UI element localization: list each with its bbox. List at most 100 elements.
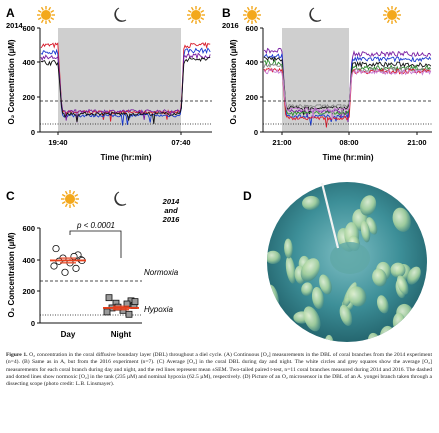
sun-ray — [61, 193, 66, 197]
polyp-tentacle — [347, 286, 367, 307]
sun-icon — [37, 6, 55, 24]
series-lines — [263, 47, 432, 128]
y-axis-title: O₂ Concentration (µM) — [229, 39, 238, 124]
x-tick-label-day: Day — [61, 330, 76, 339]
sun-ray — [40, 19, 44, 24]
polyp-tentacle — [376, 295, 389, 314]
sun-icon — [383, 6, 401, 24]
panel-a: A 2014 0 200 400 600 19:40 07:40 Time (h… — [6, 6, 212, 162]
series-line — [263, 53, 432, 126]
sun-disc — [387, 10, 397, 20]
sun-ray — [396, 17, 401, 21]
polyp-tentacle — [396, 275, 409, 295]
sun-icon — [61, 190, 79, 208]
sun-ray — [256, 17, 261, 21]
polyp-tentacle — [302, 195, 320, 211]
sun-ray — [190, 19, 194, 24]
polyp-tentacle — [372, 268, 387, 287]
day-point — [52, 244, 60, 253]
sun-ray — [187, 9, 192, 13]
y-tick-label: 400 — [245, 58, 258, 67]
moon-icon — [114, 191, 127, 206]
polyp-tentacle — [300, 258, 320, 282]
sun-ray — [40, 6, 44, 11]
scatter-points — [50, 244, 139, 318]
y-tick-label: 600 — [245, 24, 258, 33]
sun-ray — [72, 203, 76, 208]
p-value-label: p < 0.0001 — [76, 221, 115, 230]
panel-c-letter: C — [6, 189, 15, 203]
normoxia-label: Normoxia — [144, 268, 179, 277]
hypoxia-label: Hypoxia — [144, 305, 173, 314]
panel-b-year: 2016 — [222, 21, 239, 30]
x-tick-label: 21:00 — [407, 138, 426, 147]
sun-ray — [394, 19, 398, 24]
sun-ray — [386, 19, 390, 24]
night-point — [125, 310, 133, 318]
y-tick-label: 0 — [31, 319, 35, 328]
panel-a-letter: A — [6, 6, 15, 20]
sun-ray — [246, 6, 250, 11]
y-tick-label: 400 — [22, 256, 35, 265]
polyp-center — [330, 242, 370, 274]
polyp-tentacle — [360, 221, 371, 243]
sun-ray — [74, 201, 79, 205]
figure-canvas: A 2014 0 200 400 600 19:40 07:40 Time (h… — [6, 6, 432, 342]
series-line — [263, 59, 432, 117]
sun-icon — [187, 6, 205, 24]
x-axis-title: Time (hr:min) — [101, 153, 152, 162]
panel-d: D — [243, 182, 427, 342]
sun-ray — [394, 6, 398, 11]
panel-b-letter: B — [222, 6, 231, 20]
sun-disc — [191, 10, 201, 20]
sun-ray — [198, 19, 202, 24]
y-tick-label: 0 — [254, 128, 258, 137]
sun-disc — [41, 10, 51, 20]
y-tick-label: 200 — [22, 287, 35, 296]
sun-ray — [72, 190, 76, 195]
sun-ray — [61, 201, 66, 205]
polyp-tentacle — [319, 274, 332, 295]
sun-ray — [50, 17, 55, 21]
panel-b: B 2016 0 200 400 600 21:00 08:00 21:00 T… — [222, 6, 432, 162]
years-label-line2: and — [164, 206, 178, 215]
figure-caption: Figure 1. O₂ concentration in the coral … — [6, 352, 432, 388]
panel-a-year: 2014 — [6, 21, 24, 30]
sun-ray — [243, 17, 248, 21]
caption-text: O₂ concentration in the coral diffusive … — [6, 352, 432, 388]
coral-microsensor-photo — [267, 182, 427, 342]
x-tick-label: 07:40 — [171, 138, 190, 147]
sun-ray — [200, 17, 205, 21]
x-tick-label: 08:00 — [339, 138, 358, 147]
significance-bracket — [69, 230, 122, 258]
panel-c: C 2014 and 2016 p < 0.0001 Normoxia Hypo… — [6, 189, 180, 339]
y-tick-label: 200 — [22, 93, 35, 102]
sun-ray — [256, 9, 261, 13]
sun-ray — [200, 9, 205, 13]
microsensor-tip — [320, 182, 340, 249]
day-point — [61, 268, 69, 276]
sun-ray — [243, 9, 248, 13]
polyp-tentacle — [267, 250, 281, 265]
sun-ray — [396, 9, 401, 13]
series-line — [263, 56, 432, 115]
night-point — [123, 300, 131, 308]
sun-ray — [187, 17, 192, 21]
sun-ray — [198, 6, 202, 11]
years-label-line1: 2014 — [162, 197, 181, 206]
polyp-tentacle — [303, 306, 321, 332]
moon-icon — [309, 7, 322, 22]
years-label-line3: 2016 — [162, 215, 181, 224]
sun-disc — [247, 10, 257, 20]
sun-ray — [383, 9, 388, 13]
day-point — [50, 262, 58, 270]
y-tick-label: 400 — [22, 58, 35, 67]
y-tick-label: 600 — [22, 24, 35, 33]
x-tick-label: 21:00 — [272, 138, 291, 147]
polyp-tentacle — [407, 266, 421, 285]
sun-ray — [37, 17, 42, 21]
polyp-tentacle — [311, 286, 324, 310]
day-point — [70, 252, 78, 261]
polyp-tentacle — [392, 207, 411, 232]
polyp-tentacle — [285, 256, 296, 284]
